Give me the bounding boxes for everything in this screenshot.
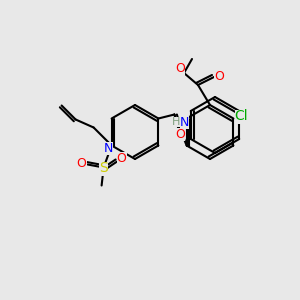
- Text: Cl: Cl: [235, 110, 248, 124]
- Text: O: O: [214, 70, 224, 83]
- Text: S: S: [99, 161, 108, 176]
- Text: N: N: [104, 142, 113, 155]
- Text: O: O: [77, 157, 87, 170]
- Text: O: O: [176, 128, 185, 141]
- Text: N: N: [180, 116, 189, 128]
- Text: O: O: [175, 62, 185, 76]
- Text: O: O: [117, 152, 127, 165]
- Text: H: H: [172, 117, 181, 127]
